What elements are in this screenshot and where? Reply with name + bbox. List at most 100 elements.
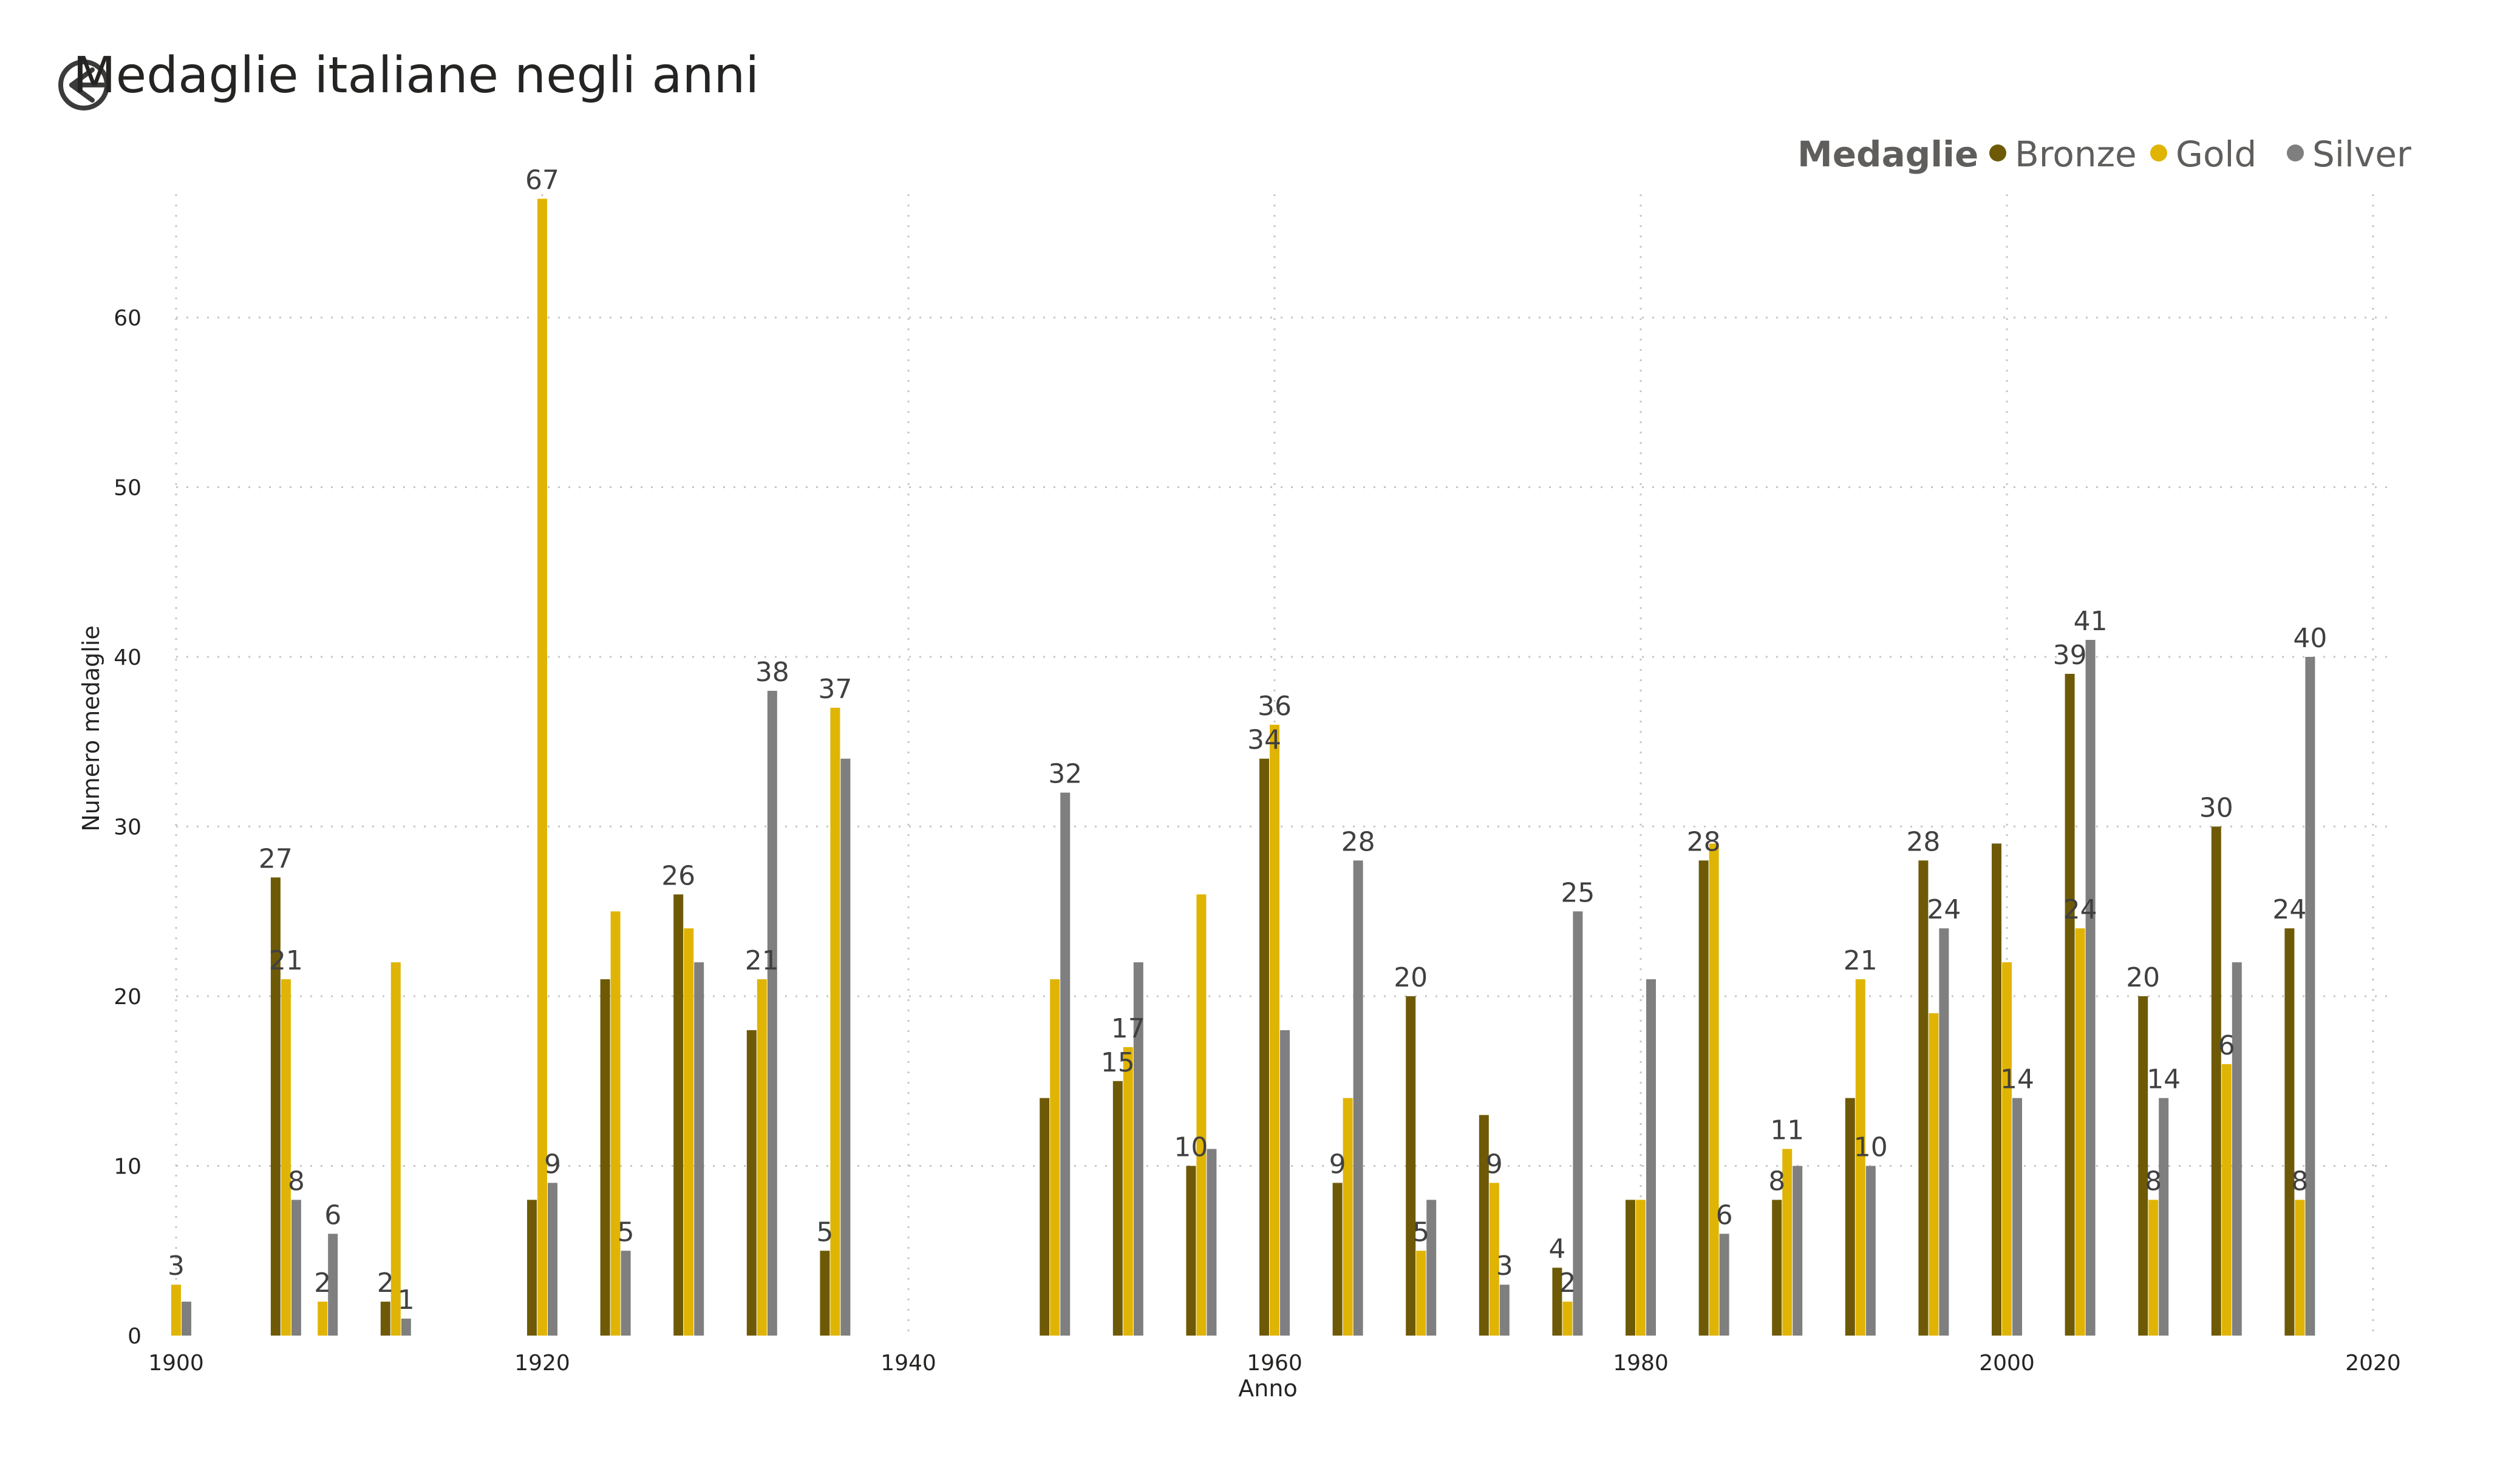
x-tick-label: 1900 xyxy=(148,1351,204,1376)
bar-bronze-1980 xyxy=(1626,1200,1635,1336)
data-label-gold-1976: 2 xyxy=(1559,1268,1576,1299)
y-axis-title: Numero medaglie xyxy=(78,625,104,831)
bar-bronze-1906 xyxy=(270,877,281,1336)
bar-silver-2000 xyxy=(2012,1098,2022,1336)
bar-gold-1952 xyxy=(1123,1047,1133,1336)
bar-gold-1900 xyxy=(171,1285,181,1336)
bar-silver-1956 xyxy=(1207,1149,1217,1336)
data-label-silver-1920: 9 xyxy=(544,1149,561,1180)
data-label-bronze-1984: 28 xyxy=(1687,826,1721,857)
data-label-gold-1906: 21 xyxy=(269,945,303,976)
data-label-gold-1988: 11 xyxy=(1770,1115,1804,1146)
data-label-gold-1936: 37 xyxy=(818,674,852,705)
data-label-gold-1960: 36 xyxy=(1258,691,1292,722)
data-label-silver-1932: 38 xyxy=(755,657,789,688)
x-tick-label: 2020 xyxy=(2345,1351,2401,1376)
data-label-silver-1912: 1 xyxy=(398,1285,415,1316)
bar-silver-1964 xyxy=(1353,860,1363,1336)
chart-title: Medaglie italiane negli anni xyxy=(73,47,759,104)
data-label-bronze-1956: 10 xyxy=(1174,1132,1208,1163)
data-label-gold-2008: 8 xyxy=(2145,1166,2162,1197)
bar-silver-2004 xyxy=(2085,640,2096,1336)
bar-silver-1912 xyxy=(401,1319,411,1336)
data-labels: 2722651510349204288283920302432126721371… xyxy=(168,165,2327,1316)
data-label-bronze-2008: 20 xyxy=(2126,962,2160,993)
legend-marker-gold xyxy=(2150,144,2167,161)
bar-silver-1932 xyxy=(767,690,777,1336)
bar-bronze-1928 xyxy=(673,894,684,1336)
data-label-gold-1900: 3 xyxy=(168,1251,185,1282)
data-label-bronze-2016: 24 xyxy=(2272,894,2306,925)
data-label-bronze-1936: 5 xyxy=(816,1217,833,1248)
bar-gold-1992 xyxy=(1855,979,1865,1336)
bars xyxy=(171,199,2315,1336)
data-label-bronze-1960: 34 xyxy=(1247,725,1281,756)
bar-bronze-2000 xyxy=(1992,843,2001,1336)
bar-gold-1928 xyxy=(684,928,694,1336)
bar-silver-1984 xyxy=(1719,1234,1729,1336)
bar-bronze-2016 xyxy=(2284,928,2295,1336)
data-label-bronze-1996: 28 xyxy=(1906,826,1940,857)
y-tick-label: 0 xyxy=(128,1324,141,1349)
bar-bronze-1976 xyxy=(1552,1268,1562,1336)
bar-gold-1906 xyxy=(281,979,291,1336)
data-label-gold-1968: 5 xyxy=(1412,1217,1429,1248)
bar-gold-1932 xyxy=(757,979,767,1336)
bar-gold-2016 xyxy=(2295,1200,2305,1336)
data-label-gold-1952: 17 xyxy=(1111,1013,1145,1044)
bar-gold-1964 xyxy=(1343,1098,1353,1336)
bar-silver-1928 xyxy=(694,962,704,1336)
data-label-bronze-1964: 9 xyxy=(1329,1149,1346,1180)
bar-gold-1968 xyxy=(1416,1251,1426,1336)
data-label-gold-2004: 24 xyxy=(2063,894,2097,925)
bar-gold-1988 xyxy=(1782,1149,1793,1336)
legend-title: Medaglie xyxy=(1797,134,1978,175)
x-tick-label: 1980 xyxy=(1613,1351,1669,1376)
bar-gold-2012 xyxy=(2221,1064,2232,1336)
bar-bronze-2008 xyxy=(2138,996,2148,1336)
data-label-silver-2004: 41 xyxy=(2074,606,2108,637)
bar-bronze-1996 xyxy=(1918,860,1929,1336)
bar-gold-1984 xyxy=(1709,843,1719,1336)
bar-silver-1960 xyxy=(1280,1030,1290,1336)
bar-gold-2004 xyxy=(2075,928,2085,1336)
legend-marker-silver xyxy=(2287,144,2304,161)
data-label-silver-1972: 3 xyxy=(1496,1251,1513,1282)
bar-silver-1924 xyxy=(621,1251,631,1336)
data-label-silver-2008: 14 xyxy=(2147,1064,2181,1095)
x-axis-title: Anno xyxy=(1238,1375,1297,1402)
bar-bronze-1960 xyxy=(1259,758,1269,1336)
bar-silver-1996 xyxy=(1939,928,1949,1336)
bar-silver-2016 xyxy=(2305,657,2315,1336)
legend-label-bronze: Bronze xyxy=(2015,134,2137,175)
data-label-silver-1924: 5 xyxy=(618,1217,635,1248)
bar-silver-1972 xyxy=(1499,1285,1510,1336)
bar-bronze-1956 xyxy=(1186,1166,1196,1336)
data-label-gold-1932: 21 xyxy=(745,945,779,976)
bar-bronze-1936 xyxy=(820,1251,830,1336)
data-label-gold-1920: 67 xyxy=(525,165,559,195)
data-label-bronze-1912: 2 xyxy=(377,1268,394,1299)
bar-bronze-1924 xyxy=(600,979,610,1336)
bar-silver-1900 xyxy=(182,1302,191,1336)
bar-silver-1988 xyxy=(1793,1166,1803,1336)
bar-silver-2008 xyxy=(2159,1098,2169,1336)
data-label-silver-1908: 6 xyxy=(324,1200,341,1231)
bar-bronze-2012 xyxy=(2211,826,2221,1336)
bar-bronze-2004 xyxy=(2065,673,2075,1336)
back-arrow-icon[interactable] xyxy=(58,59,109,110)
bar-gold-1972 xyxy=(1489,1183,1499,1336)
data-label-gold-1972: 9 xyxy=(1486,1149,1503,1180)
bar-bronze-1988 xyxy=(1772,1200,1782,1336)
bar-gold-1980 xyxy=(1636,1200,1646,1336)
data-label-gold-1908: 2 xyxy=(314,1268,331,1299)
data-label-gold-1992: 21 xyxy=(1844,945,1878,976)
x-tick-label: 2000 xyxy=(1979,1351,2035,1376)
data-label-bronze-1968: 20 xyxy=(1394,962,1428,993)
y-tick-label: 50 xyxy=(114,476,141,501)
bar-gold-1956 xyxy=(1196,894,1207,1336)
data-label-bronze-1952: 15 xyxy=(1101,1047,1135,1078)
data-label-bronze-2012: 30 xyxy=(2199,793,2233,824)
x-axis: 1900 1920 1940 1960 1980 2000 2020 xyxy=(148,1351,2401,1376)
data-label-silver-1976: 25 xyxy=(1561,877,1595,908)
